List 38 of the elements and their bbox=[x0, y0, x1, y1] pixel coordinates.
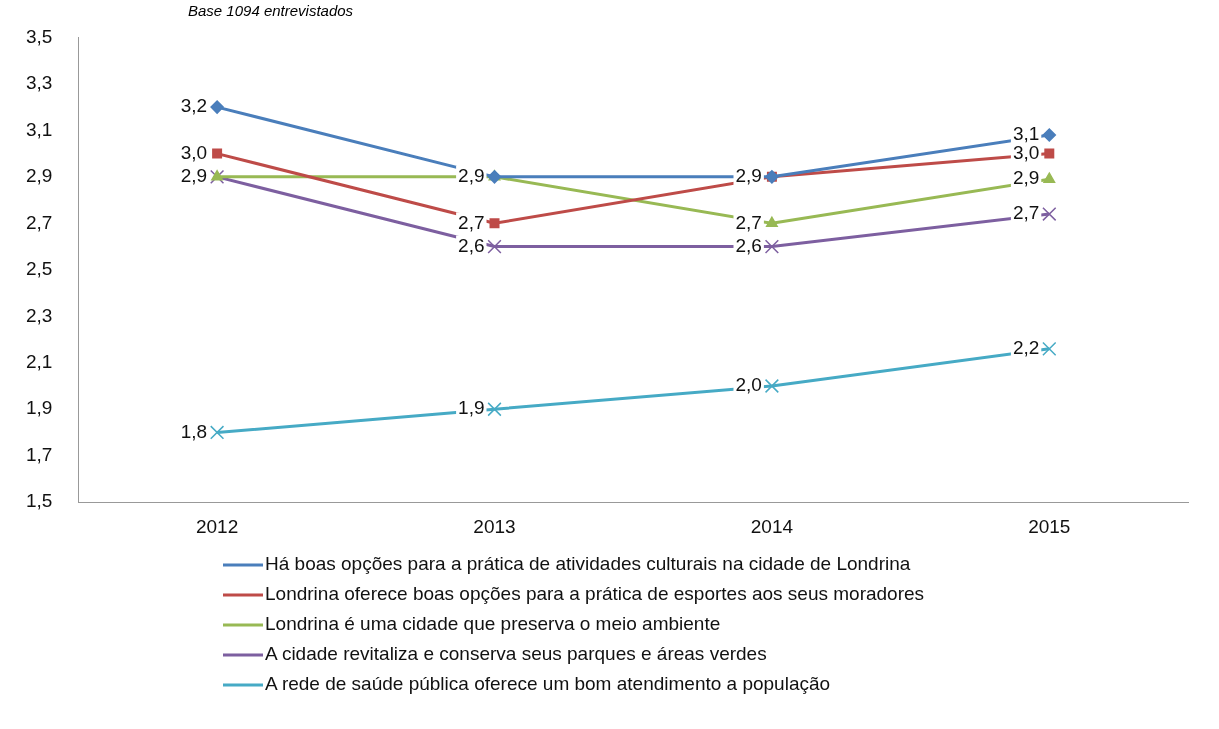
data-label: 2,6 bbox=[735, 234, 762, 256]
legend-label: Londrina oferece boas opções para a prática de esportes aos seus moradores bbox=[265, 583, 925, 604]
data-label: 2,9 bbox=[180, 165, 208, 187]
x-tick-label: 2012 bbox=[195, 515, 239, 537]
y-tick-label: 2,1 bbox=[25, 350, 53, 372]
data-label: 3,1 bbox=[1012, 123, 1040, 145]
legend-label: A cidade revitaliza e conserva seus parques e áreas verdes bbox=[265, 643, 767, 664]
data-label: 2,9 bbox=[1012, 167, 1040, 189]
y-tick-label: 2,3 bbox=[25, 304, 53, 326]
data-label: 1,9 bbox=[458, 397, 485, 419]
y-tick-label: 3,5 bbox=[25, 25, 53, 47]
data-label: 2,7 bbox=[1012, 202, 1040, 224]
legend-label: Há boas opções para a prática de atividades culturais na cidade de Londrina bbox=[265, 553, 911, 574]
x-tick-label: 2015 bbox=[1028, 515, 1071, 537]
y-tick-label: 2,5 bbox=[25, 258, 53, 280]
data-label: 2,0 bbox=[735, 374, 762, 396]
data-label: 2,9 bbox=[458, 165, 485, 187]
y-tick-label: 2,7 bbox=[25, 211, 53, 233]
x-tick-label: 2013 bbox=[473, 515, 516, 537]
chart-subtitle: Base 1094 entrevistados bbox=[188, 2, 354, 19]
data-label: 3,2 bbox=[180, 95, 208, 117]
data-label: 2,2 bbox=[1012, 337, 1040, 359]
data-label: 2,9 bbox=[735, 165, 762, 187]
y-tick-label: 3,3 bbox=[25, 72, 53, 94]
y-tick-label: 1,7 bbox=[25, 443, 53, 465]
data-label: 2,7 bbox=[735, 211, 762, 233]
data-label: 2,6 bbox=[458, 234, 485, 256]
y-tick-label: 3,1 bbox=[25, 118, 53, 140]
y-tick-label: 2,9 bbox=[25, 165, 53, 187]
y-tick-label: 1,9 bbox=[25, 397, 53, 419]
legend-label: A rede de saúde pública oferece um bom atendimento a população bbox=[265, 673, 831, 694]
legend-label: Londrina é uma cidade que preserva o meio ambiente bbox=[265, 613, 721, 634]
y-tick-label: 1,5 bbox=[25, 490, 53, 512]
data-label: 3,0 bbox=[180, 141, 208, 163]
data-label: 2,7 bbox=[458, 211, 485, 233]
data-label: 1,8 bbox=[180, 420, 208, 442]
data-label: 3,0 bbox=[1012, 141, 1040, 163]
x-tick-label: 2014 bbox=[750, 515, 794, 537]
